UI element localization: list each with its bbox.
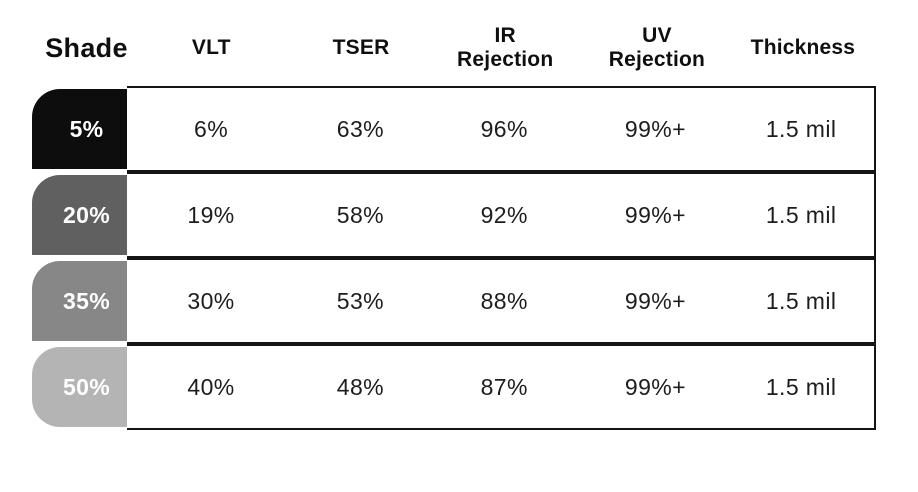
- cell-tser: 48%: [336, 373, 385, 400]
- cell-ir: 96%: [480, 115, 528, 142]
- column-header-tser: TSER: [332, 35, 390, 59]
- cell-tser: 58%: [336, 201, 385, 228]
- cell-tser: 63%: [336, 115, 385, 142]
- table-row: 20% 19% 58% 92% 99%+ 1.5 mil: [32, 172, 876, 258]
- cell-thickness: 1.5 mil: [765, 287, 837, 314]
- cell-uv: 99%+: [624, 201, 686, 228]
- cell-tser: 53%: [336, 287, 385, 314]
- cell-vlt: 30%: [187, 287, 235, 314]
- column-header-shade: Shade: [45, 32, 128, 63]
- cell-uv: 99%+: [624, 373, 686, 400]
- table-row: 50% 40% 48% 87% 99%+ 1.5 mil: [32, 344, 876, 430]
- cell-thickness: 1.5 mil: [765, 115, 837, 142]
- column-header-thickness: Thickness: [750, 35, 856, 59]
- row-values: 19% 58% 92% 99%+ 1.5 mil: [127, 172, 876, 258]
- table-row: 35% 30% 53% 88% 99%+ 1.5 mil: [32, 258, 876, 344]
- row-values: 6% 63% 96% 99%+ 1.5 mil: [127, 86, 876, 172]
- tint-spec-table: 5% 6% 63% 96% 99%+ 1.5 mil 20% 19% 58% 9…: [32, 86, 876, 430]
- row-values: 30% 53% 88% 99%+ 1.5 mil: [127, 258, 876, 344]
- cell-vlt: 19%: [187, 201, 235, 228]
- table-row: 5% 6% 63% 96% 99%+ 1.5 mil: [32, 86, 876, 172]
- shade-tab-5: 5%: [32, 89, 127, 169]
- column-headers: VLT TSER IR Rejection UV Rejection Thick…: [127, 18, 876, 78]
- shade-tab-35: 35%: [32, 261, 127, 341]
- cell-vlt: 6%: [194, 115, 229, 142]
- cell-uv: 99%+: [624, 287, 686, 314]
- shade-tab-20: 20%: [32, 175, 127, 255]
- cell-vlt: 40%: [187, 373, 235, 400]
- cell-thickness: 1.5 mil: [765, 373, 837, 400]
- cell-ir: 87%: [480, 373, 528, 400]
- cell-ir: 88%: [480, 287, 528, 314]
- row-values: 40% 48% 87% 99%+ 1.5 mil: [127, 344, 876, 430]
- cell-ir: 92%: [480, 201, 528, 228]
- cell-thickness: 1.5 mil: [765, 201, 837, 228]
- cell-uv: 99%+: [624, 115, 686, 142]
- column-header-uv-rejection: UV Rejection: [608, 23, 706, 71]
- shade-tab-50: 50%: [32, 347, 127, 427]
- column-header-vlt: VLT: [191, 35, 231, 59]
- column-header-ir-rejection: IR Rejection: [457, 23, 554, 71]
- table-header-row: Shade VLT TSER IR Rejection UV Rejection…: [32, 18, 876, 78]
